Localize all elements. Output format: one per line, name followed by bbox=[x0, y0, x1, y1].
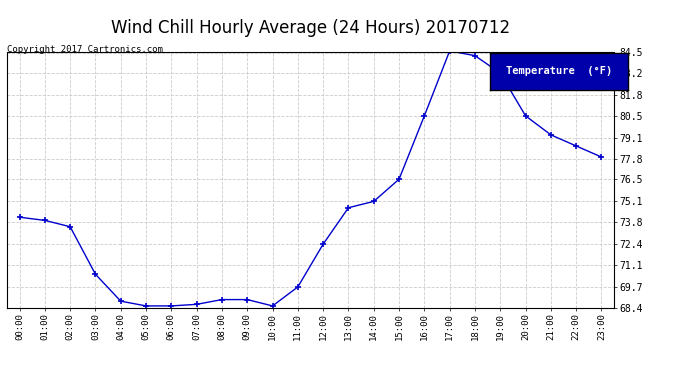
Text: Copyright 2017 Cartronics.com: Copyright 2017 Cartronics.com bbox=[7, 45, 163, 54]
Text: Temperature  (°F): Temperature (°F) bbox=[506, 66, 612, 76]
Text: Wind Chill Hourly Average (24 Hours) 20170712: Wind Chill Hourly Average (24 Hours) 201… bbox=[111, 19, 510, 37]
